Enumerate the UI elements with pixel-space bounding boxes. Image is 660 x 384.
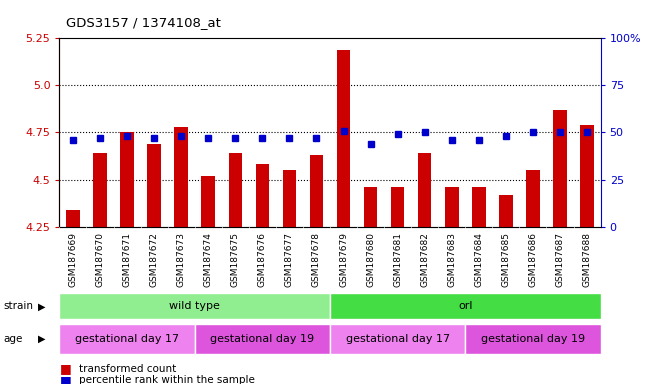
Text: GSM187675: GSM187675 [231,232,240,286]
Bar [337,50,350,227]
Bar [174,127,188,227]
Text: orl: orl [458,301,473,311]
Text: GSM187674: GSM187674 [204,232,213,286]
Text: ▶: ▶ [38,301,46,311]
Text: GSM187673: GSM187673 [177,232,185,286]
Text: GSM187671: GSM187671 [123,232,131,286]
Bar [418,153,432,227]
Text: GSM187676: GSM187676 [258,232,267,286]
Bar [228,153,242,227]
Text: GSM187670: GSM187670 [96,232,104,286]
Bar [93,153,107,227]
Text: GSM187680: GSM187680 [366,232,375,286]
Bar [499,195,513,227]
Text: age: age [3,334,22,344]
Text: ■: ■ [59,362,71,375]
Bar [59,293,330,319]
Text: wild type: wild type [169,301,220,311]
Bar [526,170,540,227]
Bar [445,187,459,227]
Text: GSM187683: GSM187683 [447,232,456,286]
Text: GSM187687: GSM187687 [556,232,564,286]
Bar [147,144,161,227]
Bar [580,125,594,227]
Bar [364,187,378,227]
Bar [553,110,567,227]
Text: GSM187677: GSM187677 [285,232,294,286]
Text: GSM187679: GSM187679 [339,232,348,286]
Text: GSM187678: GSM187678 [312,232,321,286]
Text: GDS3157 / 1374108_at: GDS3157 / 1374108_at [66,16,221,29]
Bar [465,324,601,354]
Text: GSM187681: GSM187681 [393,232,402,286]
Bar [330,293,601,319]
Text: gestational day 17: gestational day 17 [346,334,449,344]
Bar [66,210,80,227]
Text: ▶: ▶ [38,334,46,344]
Text: GSM187682: GSM187682 [420,232,429,286]
Text: percentile rank within the sample: percentile rank within the sample [79,375,255,384]
Text: GSM187688: GSM187688 [583,232,591,286]
Text: GSM187684: GSM187684 [475,232,483,286]
Text: GSM187686: GSM187686 [529,232,537,286]
Bar [391,187,405,227]
Bar [120,132,134,227]
Text: gestational day 19: gestational day 19 [211,334,314,344]
Bar [59,324,195,354]
Bar [310,155,323,227]
Bar [201,176,215,227]
Bar [195,324,330,354]
Text: GSM187672: GSM187672 [150,232,158,286]
Bar [255,164,269,227]
Text: ■: ■ [59,374,71,384]
Bar [472,187,486,227]
Text: gestational day 19: gestational day 19 [481,334,585,344]
Text: GSM187685: GSM187685 [502,232,510,286]
Text: strain: strain [3,301,33,311]
Text: transformed count: transformed count [79,364,176,374]
Text: gestational day 17: gestational day 17 [75,334,179,344]
Bar [282,170,296,227]
Text: GSM187669: GSM187669 [69,232,77,286]
Bar [330,324,465,354]
